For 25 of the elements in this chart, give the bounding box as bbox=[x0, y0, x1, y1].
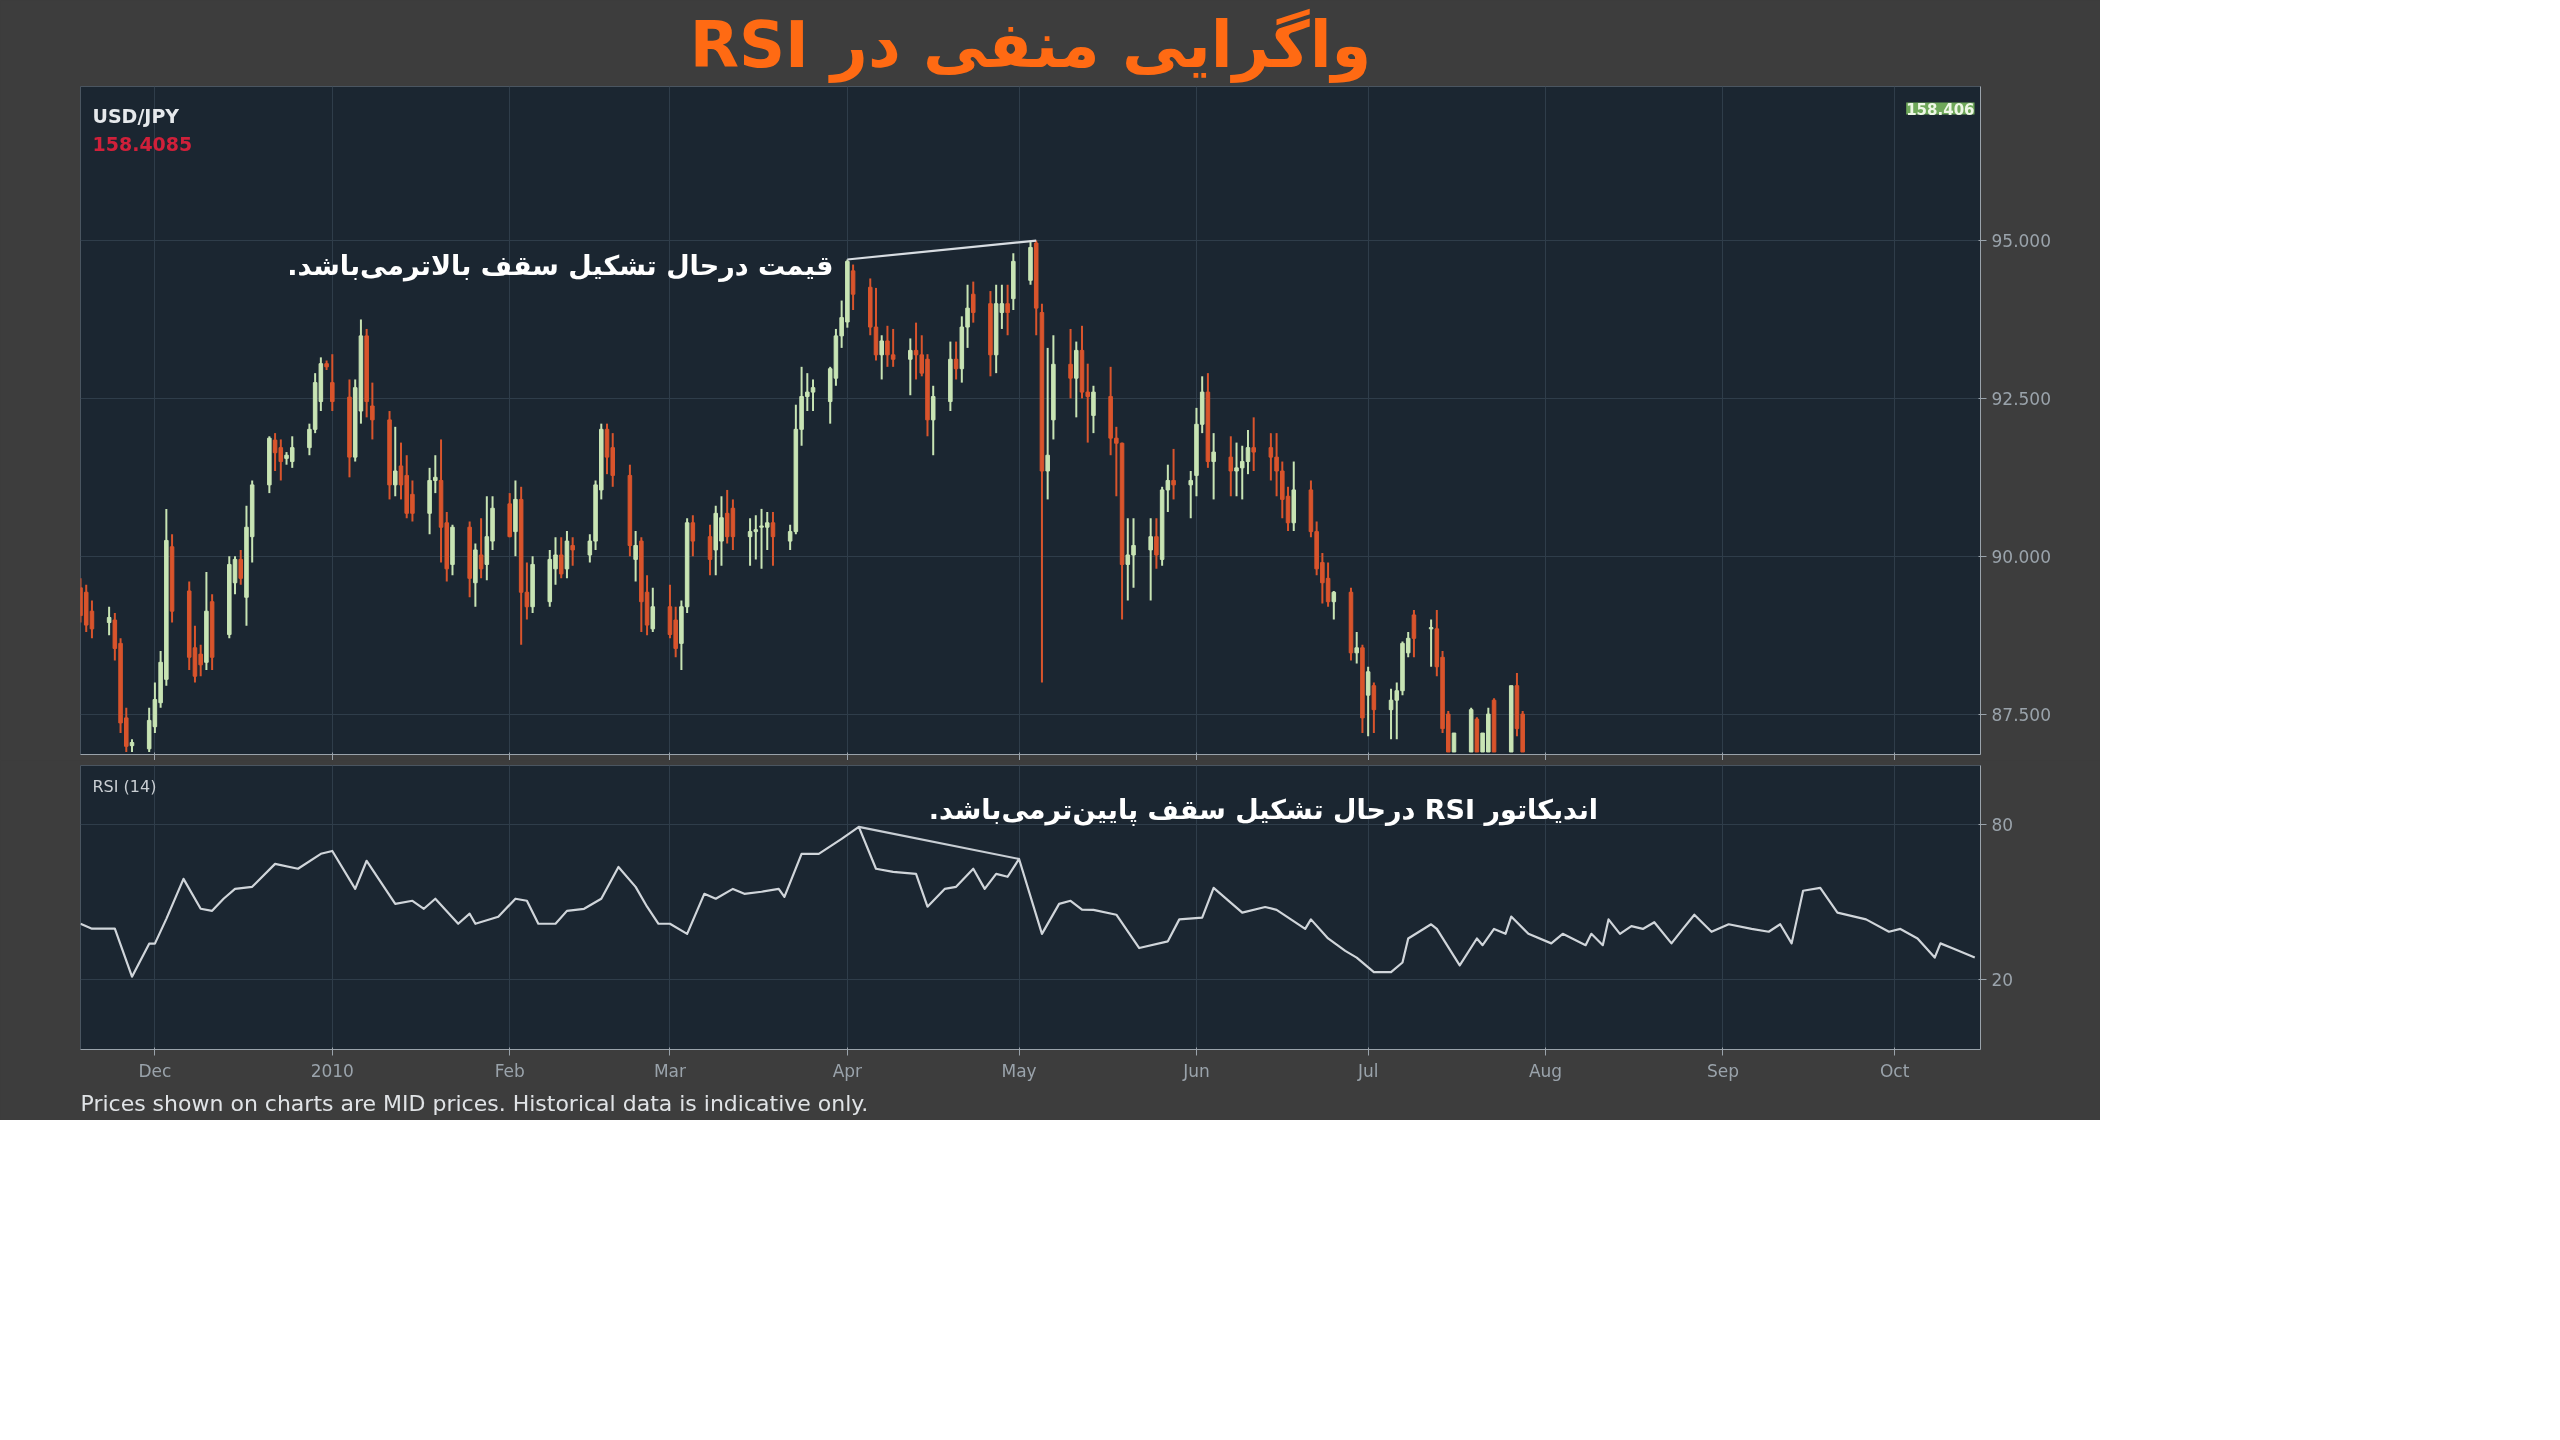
x-tick-label: Jun bbox=[1182, 1060, 1210, 1081]
annotation: 158.4085 bbox=[92, 132, 193, 155]
x-tick-label: Apr bbox=[832, 1060, 863, 1081]
x-tick-label: Aug bbox=[1528, 1060, 1563, 1081]
y-tick-label: 87.500 bbox=[1991, 704, 2051, 725]
y-tick-label: 80 bbox=[1991, 815, 2014, 836]
x-tick-label: 2010 bbox=[310, 1060, 354, 1081]
x-tick-label: Mar bbox=[653, 1060, 687, 1081]
annotation: RSI (14) bbox=[92, 776, 157, 796]
x-tick-label: Jul bbox=[1356, 1060, 1379, 1081]
annotation: اندیکاتور RSI درحال تشکیل سقف پایین‌ترمی‌باشد. bbox=[928, 793, 1599, 826]
y-tick-label: 90.000 bbox=[1991, 546, 2051, 567]
y-tick-label: 95.000 bbox=[1991, 231, 2051, 252]
y-tick-label: 92.500 bbox=[1991, 388, 2051, 409]
annotation: USD/JPY bbox=[92, 104, 180, 127]
x-tick-label: May bbox=[1001, 1060, 1037, 1081]
annotation: قیمت درحال تشکیل سقف بالاترمی‌باشد. bbox=[287, 250, 834, 282]
x-tick-label: Oct bbox=[1879, 1060, 1910, 1081]
text: Prices shown on charts are MID prices. Historical data is indicative only. bbox=[80, 1090, 869, 1116]
chart-title: واگرایی منفی در RSI bbox=[689, 7, 1372, 83]
annotation: 158.406 bbox=[1906, 100, 1975, 119]
x-tick-label: Sep bbox=[1706, 1060, 1739, 1081]
y-tick-label: 20 bbox=[1991, 970, 2014, 991]
x-tick-label: Dec bbox=[138, 1060, 172, 1081]
x-tick-label: Feb bbox=[494, 1060, 525, 1081]
